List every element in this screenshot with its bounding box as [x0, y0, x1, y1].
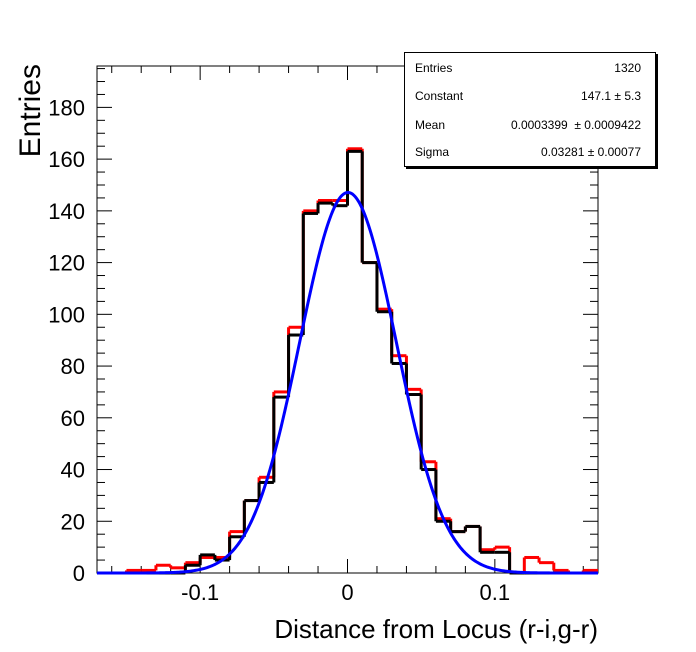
tick-labels: -0.1 0 0.1 0 20 40 60 80 100 120 140 160 180: [48, 95, 510, 605]
y-tick-label: 120: [48, 251, 85, 276]
stats-label: Mean: [415, 118, 446, 132]
stats-value: 1320: [614, 61, 641, 75]
stats-value: 0.0003399 ± 0.0009422: [510, 118, 641, 132]
y-tick-label: 80: [61, 354, 85, 379]
x-axis-title: Distance from Locus (r-i,g-r): [274, 614, 598, 644]
y-tick-label: 160: [48, 147, 85, 172]
stats-value: 147.1 ± 5.3: [581, 89, 641, 103]
gaussian-fit-series: [97, 191, 598, 575]
stats-label: Entries: [415, 61, 453, 75]
y-axis-title: Entries: [14, 64, 47, 157]
stats-label: Constant: [415, 89, 464, 103]
y-tick-label: 0: [73, 561, 85, 586]
y-tick-label: 20: [61, 509, 85, 534]
y-tick-label: 140: [48, 199, 85, 224]
stats-row-mean: Mean 0.0003399 ± 0.0009422: [415, 116, 641, 134]
stats-label: Sigma: [415, 145, 450, 159]
y-tick-label: 60: [61, 406, 85, 431]
black-histogram-series: [97, 149, 598, 575]
x-tick-label: -0.1: [181, 580, 219, 605]
y-tick-label: 100: [48, 302, 85, 327]
y-tick-label: 40: [61, 458, 85, 483]
stats-row-constant: Constant 147.1 ± 5.3: [415, 87, 641, 105]
stats-row-entries: Entries 1320: [415, 59, 641, 77]
red-histogram-series: [97, 147, 598, 575]
stats-box: Entries 1320 Constant 147.1 ± 5.3 Mean 0…: [404, 52, 656, 167]
y-tick-label: 180: [48, 95, 85, 120]
stats-value: 0.03281 ± 0.00077: [540, 145, 641, 159]
gaussian-fit-curve: [97, 191, 598, 575]
x-tick-label: 0.1: [480, 580, 511, 605]
x-tick-label: 0: [341, 580, 353, 605]
stats-row-sigma: Sigma 0.03281 ± 0.00077: [415, 143, 641, 161]
